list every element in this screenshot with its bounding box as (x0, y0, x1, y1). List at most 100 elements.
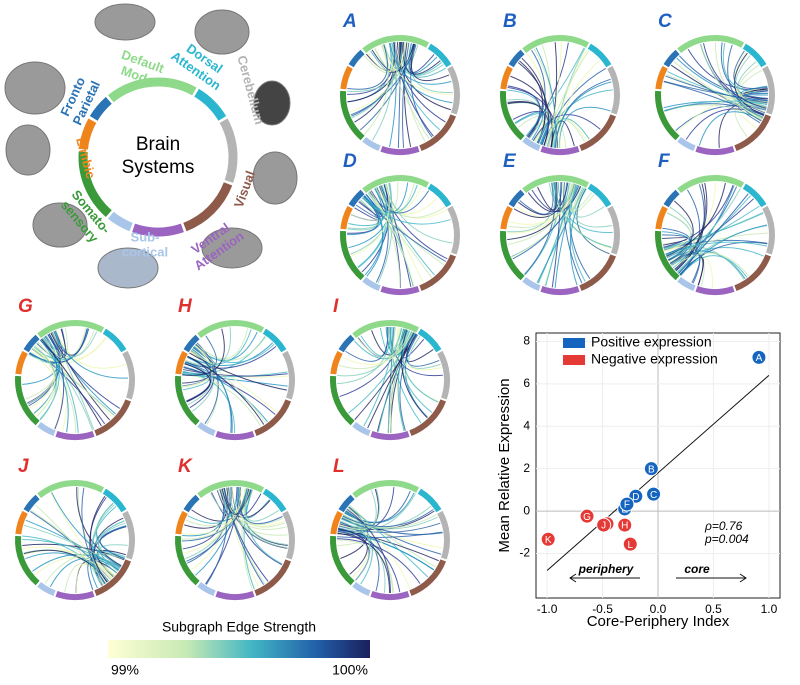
chord (365, 43, 415, 73)
system-arc (338, 494, 355, 513)
chord (517, 62, 549, 146)
chord (337, 328, 402, 377)
chord (92, 520, 125, 587)
system-arc (37, 421, 56, 437)
system-arc (500, 65, 513, 90)
system-arc (677, 276, 696, 292)
chord (402, 42, 441, 75)
system-arc (677, 35, 745, 54)
chord (507, 183, 574, 245)
chord (30, 336, 107, 364)
chord (183, 366, 276, 415)
chord (53, 331, 128, 379)
chord (703, 43, 767, 109)
system-arc (282, 350, 295, 400)
system-arc (607, 205, 620, 255)
system-arc (500, 90, 525, 141)
chord (561, 182, 612, 249)
chord (391, 42, 441, 131)
system-arc (262, 328, 287, 353)
system-arc (348, 49, 365, 68)
chord (384, 42, 400, 70)
chord (89, 495, 108, 583)
system-arc (427, 43, 452, 68)
point-label: D (632, 492, 639, 503)
chord (370, 190, 415, 287)
chord (514, 111, 543, 141)
system-arc (122, 350, 135, 400)
chord (663, 245, 745, 280)
arrow-label: periphery (578, 562, 635, 576)
chord (231, 487, 285, 527)
chord (33, 346, 56, 415)
chord (569, 184, 586, 282)
chord (243, 489, 255, 590)
chord (364, 45, 389, 135)
system-arc (352, 421, 371, 437)
chord (678, 193, 749, 274)
chord (574, 186, 605, 218)
chord (342, 516, 371, 581)
system-arc (655, 230, 680, 281)
system-label: cortical (122, 244, 168, 259)
y-tick-label: 0 (523, 503, 530, 517)
system-label: Sub- (131, 229, 160, 244)
system-arc (215, 431, 255, 440)
chord (244, 488, 280, 522)
chord (34, 345, 57, 421)
system-arc (695, 286, 735, 295)
chord (181, 488, 251, 540)
point (643, 461, 659, 477)
system-arc (663, 189, 680, 208)
chord (50, 328, 67, 356)
chord (401, 329, 428, 419)
chord-panel (181, 487, 288, 591)
chord (368, 191, 433, 278)
chord (700, 43, 764, 118)
system-arc (340, 230, 365, 281)
chord (369, 191, 401, 289)
chord (733, 50, 768, 89)
point (622, 536, 638, 552)
chord (351, 183, 390, 257)
chord (402, 42, 410, 148)
chord (399, 334, 419, 431)
system-arc (55, 591, 95, 600)
chord-panel (661, 181, 768, 288)
chord (410, 44, 433, 138)
chord (22, 546, 112, 579)
chord (182, 488, 247, 535)
chord (196, 336, 267, 361)
chord (531, 186, 582, 213)
system-arc (340, 90, 365, 141)
system-arc (78, 151, 112, 217)
chord (510, 75, 554, 148)
chord (393, 42, 434, 137)
chord-panel (663, 41, 769, 148)
system-arc (370, 591, 410, 600)
panel-label: D (343, 151, 357, 172)
chord (698, 111, 762, 146)
y-tick-label: 4 (523, 418, 530, 432)
system-arc (655, 65, 668, 90)
x-tick-label: -0.5 (592, 602, 613, 616)
system-arc (522, 175, 590, 194)
system-arc (500, 205, 513, 230)
system-arc (175, 375, 200, 426)
chord (342, 331, 414, 365)
chord (91, 504, 115, 585)
system-arc (15, 510, 28, 535)
x-tick-label: 0.0 (650, 602, 667, 616)
chord (402, 329, 439, 403)
chord (338, 522, 441, 533)
chord (737, 64, 766, 113)
chord (41, 338, 102, 427)
system-arc (338, 334, 355, 353)
system-arc (183, 182, 233, 232)
system-arc (540, 146, 580, 155)
center-title: Brain (136, 134, 180, 155)
chord (519, 182, 554, 215)
system-arc (219, 118, 238, 183)
chord (408, 335, 441, 369)
chord (722, 42, 768, 94)
